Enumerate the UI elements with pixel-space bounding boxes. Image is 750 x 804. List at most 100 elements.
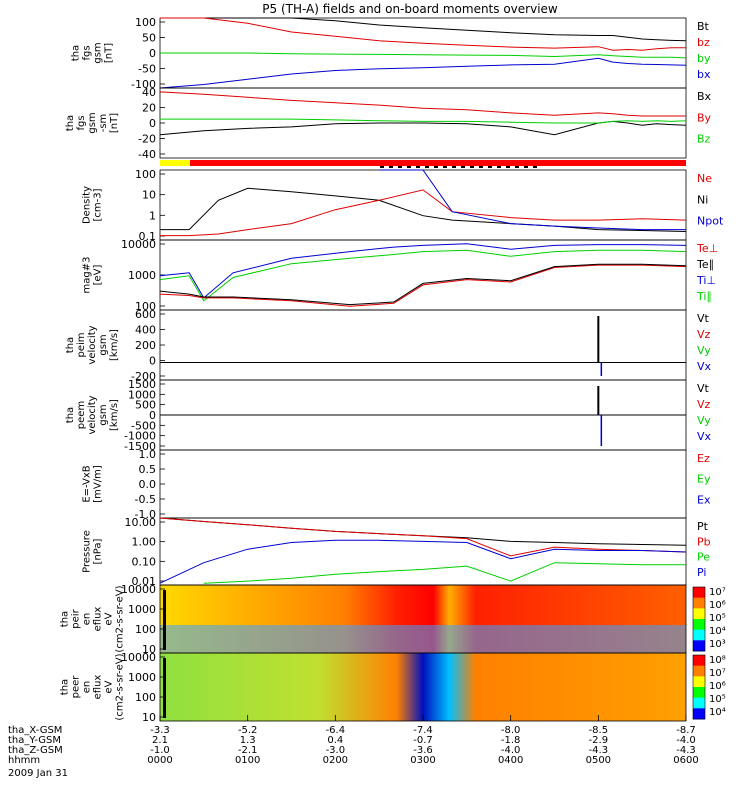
legend-label: Ti∥	[696, 290, 712, 303]
y-tick-label: -1000	[124, 430, 156, 443]
ephemeris-value: -8.5	[589, 725, 609, 736]
legend-label: Vy	[697, 414, 711, 427]
y-axis-label: tha	[65, 337, 76, 353]
peir-colorbar-segment	[693, 619, 705, 631]
y-tick-label: 0.10	[132, 555, 157, 568]
y-axis-label: [km/s]	[109, 399, 120, 431]
y-tick-label: 1000	[128, 269, 156, 282]
mode-bar-slow	[160, 160, 190, 166]
series-line-Bz	[160, 118, 687, 124]
y-axis-label: peer	[71, 675, 82, 699]
y-axis-label: [km/s]	[109, 329, 120, 361]
y-axis-label: (cm2-s-sr-eV)	[115, 585, 126, 652]
series-line-Ni	[160, 187, 687, 232]
ephemeris-value: -4.0	[501, 745, 521, 756]
y-tick-label: 400	[135, 324, 156, 337]
ephemeris-value: 1.3	[240, 735, 256, 746]
y-axis-label: [nT]	[109, 113, 120, 133]
legend-label: Te∥	[696, 258, 714, 271]
y-axis-label: gsm	[93, 42, 104, 63]
ephemeris-row-label: tha_X-GSM	[8, 725, 62, 736]
y-tick-label: 0.01	[132, 575, 157, 588]
legend-label: Ne	[697, 172, 712, 185]
date-label: 2009 Jan 31	[8, 768, 68, 779]
y-tick-label: 0	[149, 409, 156, 422]
y-axis-label: eflux	[93, 675, 104, 700]
series-line-bx	[159, 57, 687, 89]
y-tick-label: 1	[149, 209, 156, 222]
ephemeris-value: -5.2	[238, 725, 258, 736]
peer-colorbar	[692, 654, 706, 720]
legend-label: bz	[697, 36, 710, 49]
y-axis-label: velocity	[87, 325, 98, 364]
peer-colorbar-label: 10⁴	[709, 707, 726, 718]
legend-label: Bz	[697, 133, 711, 146]
ephemeris-value: -3.0	[326, 745, 346, 756]
peir-colorbar-segment	[693, 629, 705, 641]
legend-label: Pe	[697, 551, 710, 564]
peir-colorbar-segment	[693, 640, 705, 652]
legend-label: Pb	[697, 535, 711, 548]
y-tick-label: 10000	[121, 583, 156, 596]
peir-colorbar-label: 10⁵	[709, 613, 726, 624]
y-tick-label: 100	[135, 168, 156, 181]
y-axis-label: gsm	[87, 112, 98, 133]
y-tick-label: -200	[131, 370, 156, 383]
legend-label: Vt	[697, 312, 710, 325]
ephemeris-value: 2.1	[152, 735, 168, 746]
series-line-bz	[160, 17, 686, 51]
peer-colorbar-label: 10⁵	[709, 694, 726, 705]
legend-label: Pt	[697, 520, 709, 533]
y-tick-label: 50	[142, 32, 156, 45]
y-axis-label: en	[82, 681, 93, 694]
figure-title: P5 (TH-A) fields and on-board moments ov…	[262, 2, 558, 16]
peir-colorbar-segment	[693, 608, 705, 620]
series-line-Ne	[160, 189, 687, 237]
legend-label: Ti⊥	[696, 274, 716, 287]
peer-colorbar-label: 10⁷	[709, 668, 726, 679]
legend-label: Ni	[697, 193, 708, 206]
peer-colorbar-segment	[693, 687, 705, 699]
peir-colorbar-label: 10³	[709, 639, 726, 650]
y-tick-label: 500	[135, 399, 156, 412]
ephemeris-value: 0600	[673, 755, 698, 766]
series-line-Te⊥	[159, 264, 687, 307]
y-axis-label: velocity	[87, 395, 98, 434]
y-tick-label: -1500	[124, 440, 156, 453]
y-axis-label: E=-VxB	[82, 465, 93, 502]
peer-colorbar-label: 10⁸	[709, 655, 726, 666]
y-axis-label: tha	[60, 611, 71, 627]
y-tick-label: -40	[138, 148, 156, 161]
y-tick-label: 0.0	[139, 478, 157, 491]
legend-label: Bt	[697, 20, 710, 33]
y-axis-label: peir	[71, 608, 82, 628]
y-tick-label: -20	[138, 133, 156, 146]
y-tick-label: 10	[142, 643, 156, 656]
series-line-Pe	[203, 562, 686, 584]
ephemeris-value: -1.0	[150, 745, 170, 756]
y-tick-label: 1.0	[139, 448, 157, 461]
y-axis-label: tha	[60, 679, 71, 695]
series-line-By	[159, 91, 686, 117]
y-tick-label: -1.0	[135, 508, 156, 521]
y-tick-label: 1000	[128, 603, 156, 616]
series-line-Pb	[159, 517, 687, 557]
y-tick-label: 1000	[128, 671, 156, 684]
y-tick-label: -0.5	[135, 493, 156, 506]
electron-data-gap	[163, 658, 166, 718]
y-tick-label: 10000	[121, 651, 156, 664]
y-tick-label: 1.00	[132, 536, 157, 549]
ephemeris-value: -4.3	[676, 745, 696, 756]
legend-label: Vy	[697, 344, 711, 357]
y-axis-label: fgs	[82, 45, 93, 60]
y-axis-label: peim	[76, 332, 87, 357]
ephemeris-value: 0000	[147, 755, 172, 766]
peer-colorbar-segment	[693, 655, 705, 667]
y-tick-label: 100	[135, 16, 156, 29]
y-axis-label: eflux	[93, 607, 104, 632]
ephemeris-value: -4.0	[676, 735, 696, 746]
y-axis-label: [mV/m]	[93, 465, 104, 503]
y-tick-label: -500	[131, 419, 156, 432]
legend-label: Ey	[697, 473, 711, 486]
legend-label: Npot	[697, 215, 724, 228]
